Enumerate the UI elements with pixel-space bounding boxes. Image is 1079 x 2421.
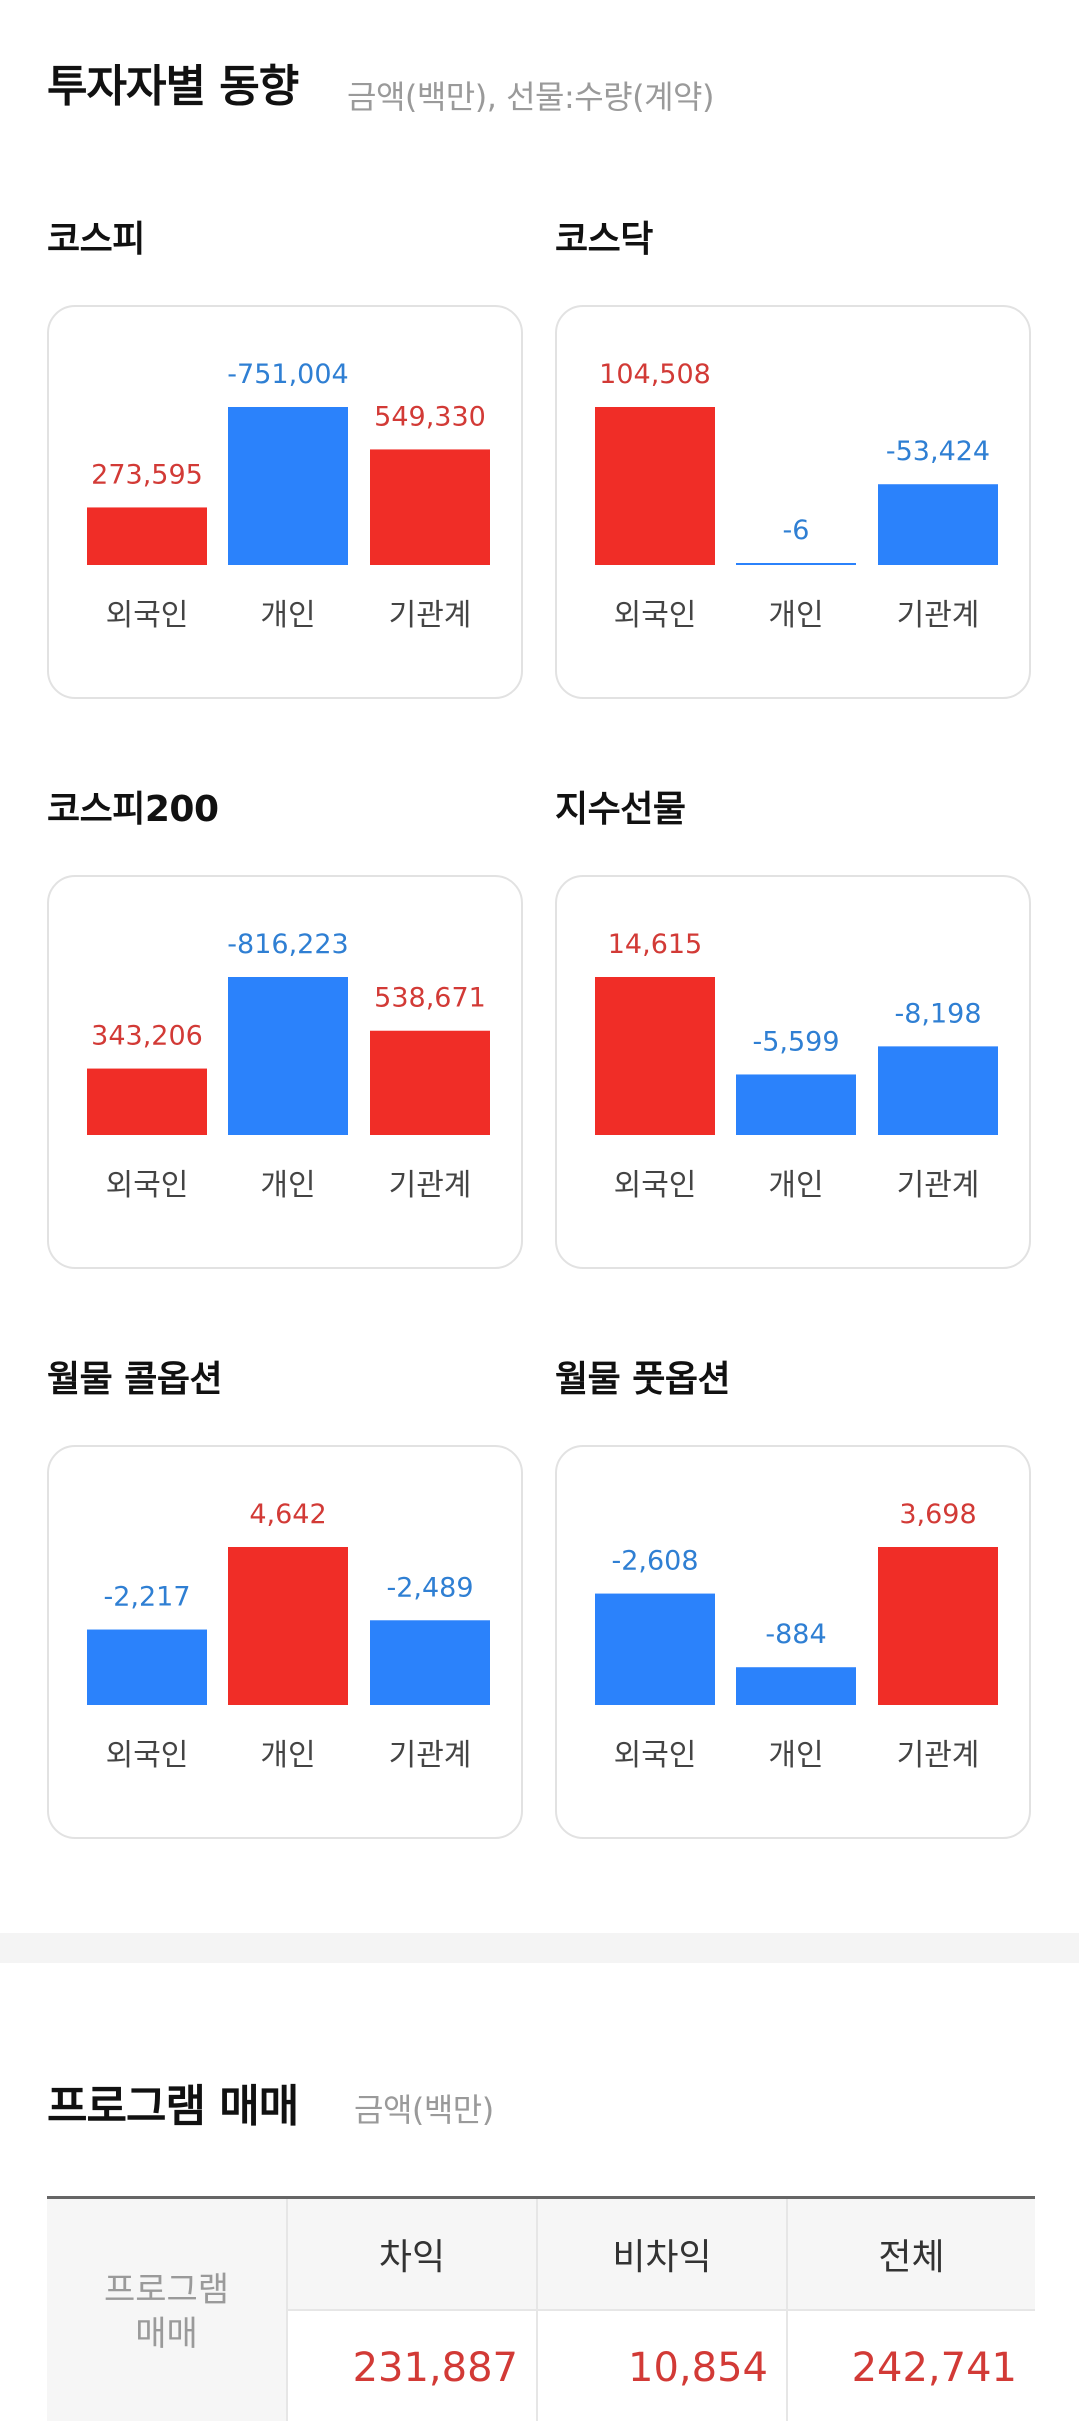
market-label-kosdaq: 코스닥 [555, 219, 653, 260]
bar-put-option-individual [736, 1667, 856, 1705]
program-value-total: 242,741 [786, 2311, 1035, 2421]
program-row-header-line1: 프로그램 [103, 2269, 230, 2310]
bar-put-option-institution [878, 1547, 998, 1705]
category-label-call-option-foreign: 외국인 [106, 1738, 189, 1773]
bar-call-option-foreign [87, 1629, 207, 1705]
category-label-kospi200-institution: 기관계 [389, 1168, 472, 1203]
bar-chart-kosdaq: 104,508 외국인 -6 개인 -53,424 기관계 [595, 359, 998, 633]
investor-section-subtitle: 금액(백만), 선물:수량(계약) [347, 78, 714, 116]
market-label-index-futures: 지수선물 [555, 789, 686, 830]
bar-kospi200-institution [370, 1030, 490, 1135]
market-card-call-option[interactable]: -2,217 외국인 4,642 개인 -2,489 기관계 [47, 1445, 523, 1839]
program-trading-table: 프로그램 매매 차익 비차익 전체 231,887 10,854 242,741 [47, 2196, 1035, 2421]
bar-kosdaq-institution [878, 484, 998, 565]
value-label-index-futures-institution: -8,198 [894, 998, 981, 1029]
category-label-kosdaq-individual: 개인 [768, 598, 823, 633]
section-divider [0, 1933, 1079, 1963]
investor-section-title: 투자자별 동향 [47, 61, 299, 112]
bar-index-futures-individual [736, 1074, 856, 1135]
value-label-put-option-foreign: -2,608 [611, 1546, 698, 1577]
bar-chart-call-option: -2,217 외국인 4,642 개인 -2,489 기관계 [87, 1499, 490, 1773]
bar-chart-kospi: 273,595 외국인 -751,004 개인 549,330 기관계 [87, 359, 490, 633]
bar-kospi-institution [370, 449, 490, 565]
bar-chart-put-option: -2,608 외국인 -884 개인 3,698 기관계 [595, 1499, 998, 1773]
market-label-call-option: 월물 콜옵션 [47, 1359, 223, 1400]
program-section-subtitle: 금액(백만) [354, 2091, 494, 2129]
bar-put-option-foreign [595, 1593, 715, 1705]
bar-index-futures-institution [878, 1046, 998, 1135]
value-label-put-option-individual: -884 [765, 1619, 826, 1650]
value-label-kosdaq-foreign: 104,508 [599, 359, 711, 390]
category-label-kosdaq-foreign: 외국인 [614, 598, 697, 633]
category-label-kospi-foreign: 외국인 [106, 598, 189, 633]
market-label-kospi: 코스피 [47, 219, 145, 260]
bar-index-futures-foreign [595, 977, 715, 1135]
category-label-kospi-institution: 기관계 [389, 598, 472, 633]
category-label-kospi200-individual: 개인 [260, 1168, 315, 1203]
program-value-non-arbitrage: 10,854 [536, 2311, 786, 2421]
category-label-kospi-individual: 개인 [260, 598, 315, 633]
market-label-kospi200: 코스피200 [47, 789, 219, 830]
value-label-call-option-individual: 4,642 [249, 1499, 326, 1530]
program-col-non-arbitrage: 비차익 [536, 2199, 786, 2311]
category-label-index-futures-institution: 기관계 [897, 1168, 980, 1203]
bar-chart-kospi200: 343,206 외국인 -816,223 개인 538,671 기관계 [87, 929, 490, 1203]
value-label-kospi200-institution: 538,671 [374, 983, 486, 1014]
value-label-put-option-institution: 3,698 [899, 1499, 976, 1530]
value-label-call-option-institution: -2,489 [386, 1572, 473, 1603]
program-row-header-line2: 매매 [135, 2313, 198, 2354]
value-label-kospi200-individual: -816,223 [227, 929, 348, 960]
program-row-header: 프로그램 매매 [47, 2199, 286, 2421]
bar-kospi200-foreign [87, 1068, 207, 1135]
value-label-kosdaq-individual: -6 [783, 515, 810, 546]
bar-chart-index-futures: 14,615 외국인 -5,599 개인 -8,198 기관계 [595, 929, 998, 1203]
value-label-kospi-foreign: 273,595 [91, 459, 203, 490]
bar-kosdaq-foreign [595, 407, 715, 565]
program-section-title: 프로그램 매매 [47, 2081, 299, 2132]
category-label-put-option-individual: 개인 [768, 1738, 823, 1773]
market-label-put-option: 월물 풋옵션 [555, 1359, 731, 1400]
bar-kospi-foreign [87, 507, 207, 565]
bar-kospi-individual [228, 407, 348, 565]
value-label-call-option-foreign: -2,217 [103, 1582, 190, 1613]
market-card-kospi[interactable]: 273,595 외국인 -751,004 개인 549,330 기관계 [47, 305, 523, 699]
category-label-put-option-institution: 기관계 [897, 1738, 980, 1773]
market-card-kospi200[interactable]: 343,206 외국인 -816,223 개인 538,671 기관계 [47, 875, 523, 1269]
bar-kosdaq-individual [736, 563, 856, 565]
category-label-kospi200-foreign: 외국인 [106, 1168, 189, 1203]
market-card-put-option[interactable]: -2,608 외국인 -884 개인 3,698 기관계 [555, 1445, 1031, 1839]
value-label-kospi200-foreign: 343,206 [91, 1021, 203, 1052]
value-label-index-futures-foreign: 14,615 [608, 929, 702, 960]
category-label-call-option-institution: 기관계 [389, 1738, 472, 1773]
category-label-kosdaq-institution: 기관계 [897, 598, 980, 633]
market-card-kosdaq[interactable]: 104,508 외국인 -6 개인 -53,424 기관계 [555, 305, 1031, 699]
category-label-index-futures-foreign: 외국인 [614, 1168, 697, 1203]
market-card-index-futures[interactable]: 14,615 외국인 -5,599 개인 -8,198 기관계 [555, 875, 1031, 1269]
value-label-kospi-institution: 549,330 [374, 401, 486, 432]
bar-call-option-individual [228, 1547, 348, 1705]
category-label-call-option-individual: 개인 [260, 1738, 315, 1773]
program-value-arbitrage: 231,887 [286, 2311, 536, 2421]
program-col-total: 전체 [786, 2199, 1035, 2311]
bar-kospi200-individual [228, 977, 348, 1135]
category-label-index-futures-individual: 개인 [768, 1168, 823, 1203]
program-col-arbitrage: 차익 [286, 2199, 536, 2311]
bar-call-option-institution [370, 1620, 490, 1705]
value-label-index-futures-individual: -5,599 [752, 1026, 839, 1057]
category-label-put-option-foreign: 외국인 [614, 1738, 697, 1773]
value-label-kosdaq-institution: -53,424 [886, 436, 990, 467]
value-label-kospi-individual: -751,004 [227, 359, 348, 390]
